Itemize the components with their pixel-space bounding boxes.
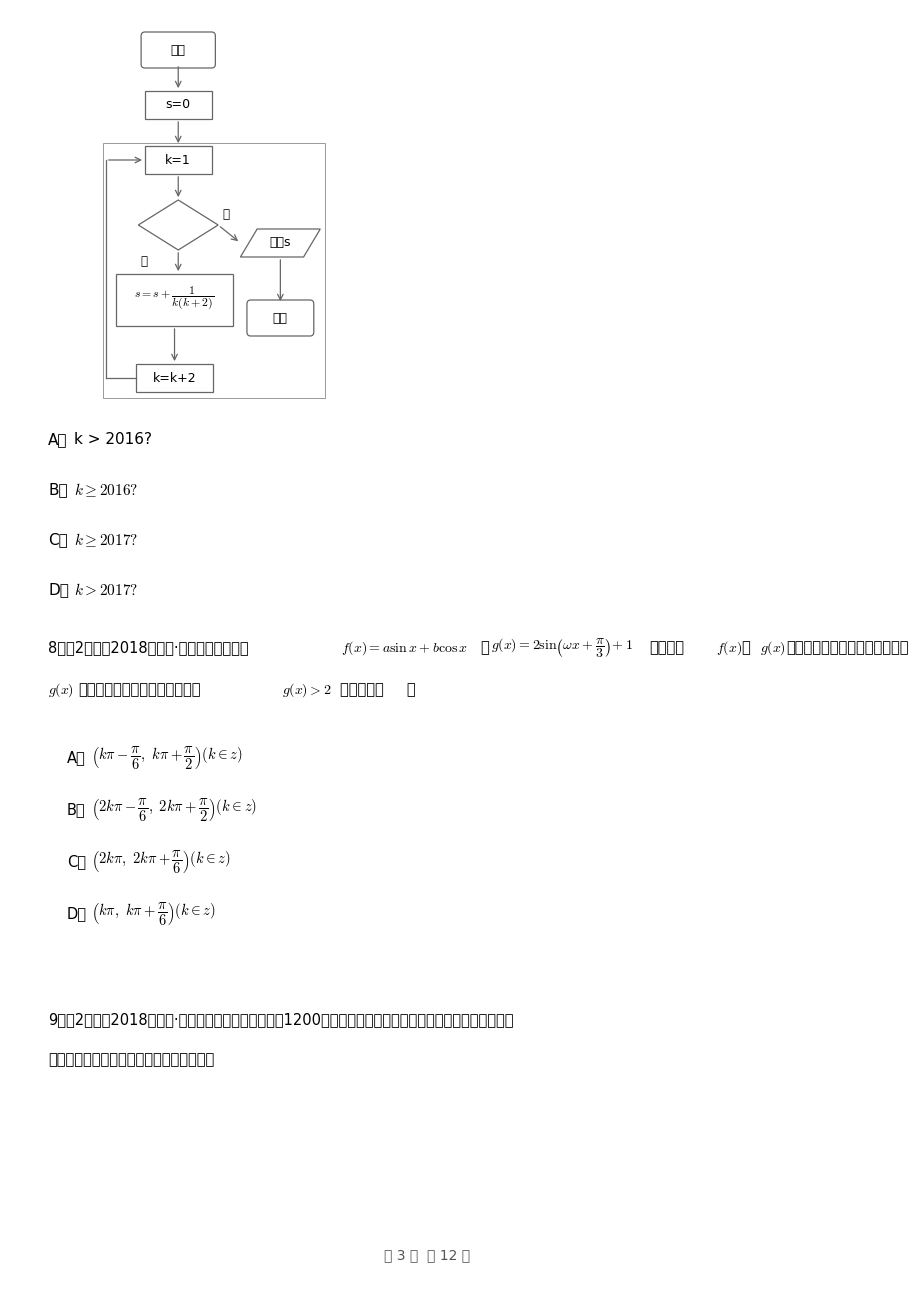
Text: $\left(k\pi,\ k\pi+\dfrac{\pi}{6}\right)(k\in z)$: $\left(k\pi,\ k\pi+\dfrac{\pi}{6}\right)…: [91, 901, 216, 927]
Text: $f(x)$: $f(x)$: [715, 639, 741, 658]
Text: $\left(k\pi-\dfrac{\pi}{6},\ k\pi+\dfrac{\pi}{2}\right)(k\in z)$: $\left(k\pi-\dfrac{\pi}{6},\ k\pi+\dfrac…: [91, 745, 243, 772]
Text: 输出s: 输出s: [269, 237, 290, 250]
Text: $k > 2017?$: $k > 2017?$: [74, 582, 138, 598]
Text: 是: 是: [222, 208, 230, 221]
Polygon shape: [138, 201, 218, 250]
Text: 否: 否: [140, 255, 147, 268]
Bar: [136, 365, 212, 392]
Text: 有完全相同的对称轴，则不等式: 有完全相同的对称轴，则不等式: [786, 641, 908, 655]
Text: $g(x)$: $g(x)$: [48, 681, 74, 699]
Text: 9．（2分）（2018高一下·佛山期中）某企业准备投资1200万元兴办一所中学，对当地教育市场进行调查后，: 9．（2分）（2018高一下·佛山期中）某企业准备投资1200万元兴办一所中学，…: [48, 1013, 513, 1027]
Text: A．: A．: [48, 432, 68, 448]
Text: k > 2016?: k > 2016?: [74, 432, 153, 448]
Text: D．: D．: [48, 582, 69, 598]
Text: 的解集是（     ）: 的解集是（ ）: [339, 682, 415, 698]
Bar: [144, 91, 211, 118]
Text: $\left(2k\pi,\ 2k\pi+\dfrac{\pi}{6}\right)(k\in z)$: $\left(2k\pi,\ 2k\pi+\dfrac{\pi}{6}\righ…: [91, 849, 230, 875]
Bar: [144, 146, 211, 174]
Text: C．: C．: [67, 854, 85, 870]
Text: B．: B．: [67, 802, 85, 818]
Bar: [116, 273, 233, 326]
FancyBboxPatch shape: [141, 33, 215, 68]
Text: A．: A．: [67, 750, 85, 766]
Polygon shape: [240, 229, 320, 256]
Text: B．: B．: [48, 483, 68, 497]
Text: 开始: 开始: [171, 43, 186, 56]
Text: 和: 和: [741, 641, 750, 655]
Text: ，若函数: ，若函数: [648, 641, 683, 655]
Text: $g(x)$: $g(x)$: [759, 639, 786, 658]
Text: 结束: 结束: [273, 311, 288, 324]
Text: $\left(2k\pi-\dfrac{\pi}{6},\ 2k\pi+\dfrac{\pi}{2}\right)(k\in z)$: $\left(2k\pi-\dfrac{\pi}{6},\ 2k\pi+\dfr…: [91, 797, 256, 823]
Text: 得到了如下的数据表格（以班级为单位）：: 得到了如下的数据表格（以班级为单位）：: [48, 1052, 214, 1068]
Text: 有完全相同的对称轴，则不等式: 有完全相同的对称轴，则不等式: [78, 682, 200, 698]
Text: D．: D．: [67, 906, 86, 922]
Text: 8．（2分）（2018高三上·南阳期末）已知：: 8．（2分）（2018高三上·南阳期末）已知：: [48, 641, 249, 655]
Text: $k \geq 2017?$: $k \geq 2017?$: [74, 531, 138, 549]
Bar: [103, 143, 324, 398]
Text: 第 3 页  共 12 页: 第 3 页 共 12 页: [383, 1249, 470, 1262]
Text: $g(x)=2\sin\!\left(\omega x+\dfrac{\pi}{3}\right)\!+1$: $g(x)=2\sin\!\left(\omega x+\dfrac{\pi}{…: [491, 637, 632, 660]
Text: $g(x)>2$: $g(x)>2$: [282, 681, 331, 699]
Text: s=0: s=0: [165, 99, 190, 112]
Text: C．: C．: [48, 533, 68, 548]
Text: ，: ，: [480, 641, 488, 655]
FancyBboxPatch shape: [246, 299, 313, 336]
Text: k=1: k=1: [165, 154, 191, 167]
Text: $f(x)=a\sin x+b\cos x$: $f(x)=a\sin x+b\cos x$: [340, 639, 467, 658]
Text: $k \geq 2016?$: $k \geq 2016?$: [74, 482, 138, 499]
Text: $s=s+\dfrac{1}{k(k+2)}$: $s=s+\dfrac{1}{k(k+2)}$: [134, 285, 214, 311]
Text: k=k+2: k=k+2: [153, 371, 196, 384]
